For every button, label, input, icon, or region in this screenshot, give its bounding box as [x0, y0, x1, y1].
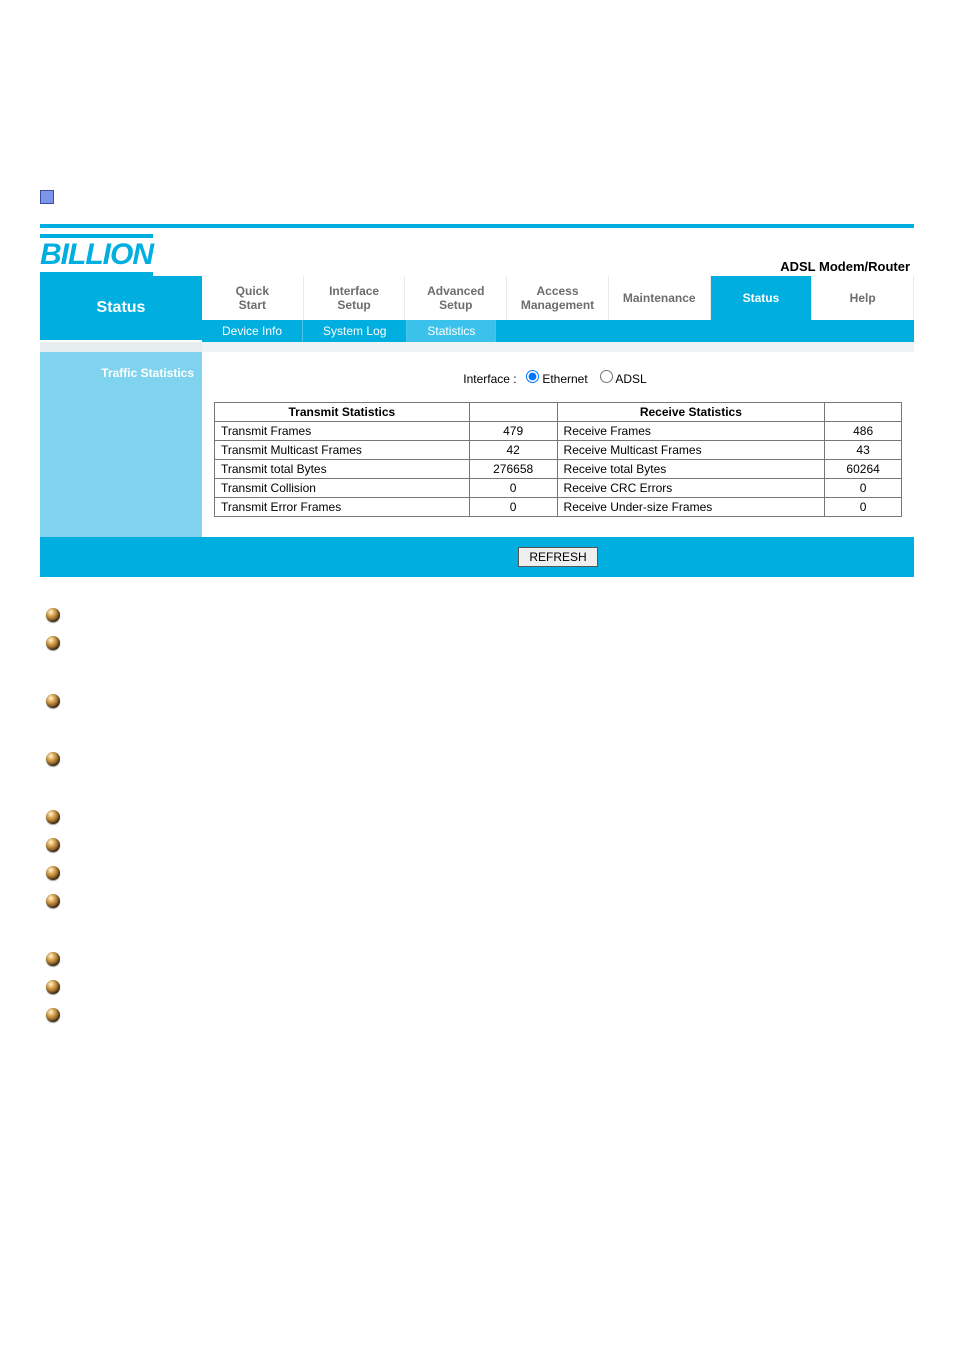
tab-access-management[interactable]: Access Management	[507, 276, 609, 320]
tx-value: 0	[469, 479, 557, 498]
sidebar-footer	[40, 537, 202, 577]
bullet-icon	[46, 980, 60, 994]
rx-label: Receive CRC Errors	[557, 479, 825, 498]
primary-tabs: Quick StartInterface SetupAdvanced Setup…	[202, 276, 914, 320]
notes-list	[40, 577, 914, 1025]
list-item	[46, 1005, 914, 1025]
list-item	[46, 691, 914, 711]
sidebar-section-label: Traffic Statistics	[40, 360, 202, 386]
statistics-table: Transmit Statistics Receive Statistics T…	[214, 402, 902, 517]
sidebar-title: Status	[40, 276, 202, 340]
tx-label: Transmit total Bytes	[215, 460, 470, 479]
interface-radio-ethernet[interactable]	[526, 370, 539, 383]
tx-header: Transmit Statistics	[215, 403, 470, 422]
brand-logo: BILLION	[40, 234, 153, 276]
rx-header: Receive Statistics	[557, 403, 825, 422]
table-row: Transmit Error Frames0Receive Under-size…	[215, 498, 902, 517]
list-item	[46, 977, 914, 997]
refresh-bar: REFRESH	[202, 537, 914, 577]
rx-value: 60264	[825, 460, 902, 479]
interface-selector: Interface : Ethernet ADSL	[214, 370, 902, 386]
tab-status[interactable]: Status	[711, 276, 813, 320]
secondary-tabs: Device InfoSystem LogStatistics	[202, 320, 914, 342]
tx-label: Transmit Collision	[215, 479, 470, 498]
rx-value: 0	[825, 498, 902, 517]
tab-help[interactable]: Help	[812, 276, 914, 320]
content-spacer	[202, 342, 914, 352]
section-marker-icon	[40, 190, 54, 204]
tab-maintenance[interactable]: Maintenance	[609, 276, 711, 320]
tx-label: Transmit Frames	[215, 422, 470, 441]
tx-value: 42	[469, 441, 557, 460]
tab-quick-start[interactable]: Quick Start	[202, 276, 304, 320]
list-item	[46, 749, 914, 769]
list-item	[46, 633, 914, 653]
bullet-icon	[46, 838, 60, 852]
list-item	[46, 835, 914, 855]
tx-header-blank	[469, 403, 557, 422]
tx-value: 276658	[469, 460, 557, 479]
bullet-icon	[46, 636, 60, 650]
interface-radio-adsl[interactable]	[600, 370, 613, 383]
tx-value: 479	[469, 422, 557, 441]
rx-label: Receive total Bytes	[557, 460, 825, 479]
interface-label: Interface :	[463, 372, 516, 386]
list-item	[46, 863, 914, 883]
rx-header-blank	[825, 403, 902, 422]
list-item	[46, 891, 914, 911]
rx-label: Receive Under-size Frames	[557, 498, 825, 517]
list-item	[46, 807, 914, 827]
list-item	[46, 605, 914, 625]
rx-value: 486	[825, 422, 902, 441]
rx-label: Receive Multicast Frames	[557, 441, 825, 460]
tx-label: Transmit Error Frames	[215, 498, 470, 517]
tx-value: 0	[469, 498, 557, 517]
subtab-device-info[interactable]: Device Info	[202, 320, 303, 342]
top-rule	[40, 224, 914, 228]
sidebar-spacer	[40, 342, 202, 352]
rx-value: 0	[825, 479, 902, 498]
subtab-system-log[interactable]: System Log	[303, 320, 407, 342]
device-type-label: ADSL Modem/Router	[780, 259, 914, 276]
table-row: Transmit total Bytes276658Receive total …	[215, 460, 902, 479]
interface-option-adsl[interactable]: ADSL	[600, 372, 647, 386]
tx-label: Transmit Multicast Frames	[215, 441, 470, 460]
table-row: Transmit Frames479Receive Frames486	[215, 422, 902, 441]
bullet-icon	[46, 894, 60, 908]
bullet-icon	[46, 1008, 60, 1022]
rx-value: 43	[825, 441, 902, 460]
rx-label: Receive Frames	[557, 422, 825, 441]
bullet-icon	[46, 752, 60, 766]
bullet-icon	[46, 694, 60, 708]
table-row: Transmit Collision0Receive CRC Errors0	[215, 479, 902, 498]
table-row: Transmit Multicast Frames42Receive Multi…	[215, 441, 902, 460]
bullet-icon	[46, 866, 60, 880]
sidebar-section: Traffic Statistics	[40, 352, 202, 537]
bullet-icon	[46, 952, 60, 966]
interface-option-ethernet[interactable]: Ethernet	[526, 372, 588, 386]
refresh-button[interactable]: REFRESH	[518, 547, 597, 567]
subtab-statistics[interactable]: Statistics	[407, 320, 496, 342]
bullet-icon	[46, 608, 60, 622]
list-item	[46, 949, 914, 969]
bullet-icon	[46, 810, 60, 824]
tab-interface-setup[interactable]: Interface Setup	[304, 276, 406, 320]
tab-advanced-setup[interactable]: Advanced Setup	[405, 276, 507, 320]
